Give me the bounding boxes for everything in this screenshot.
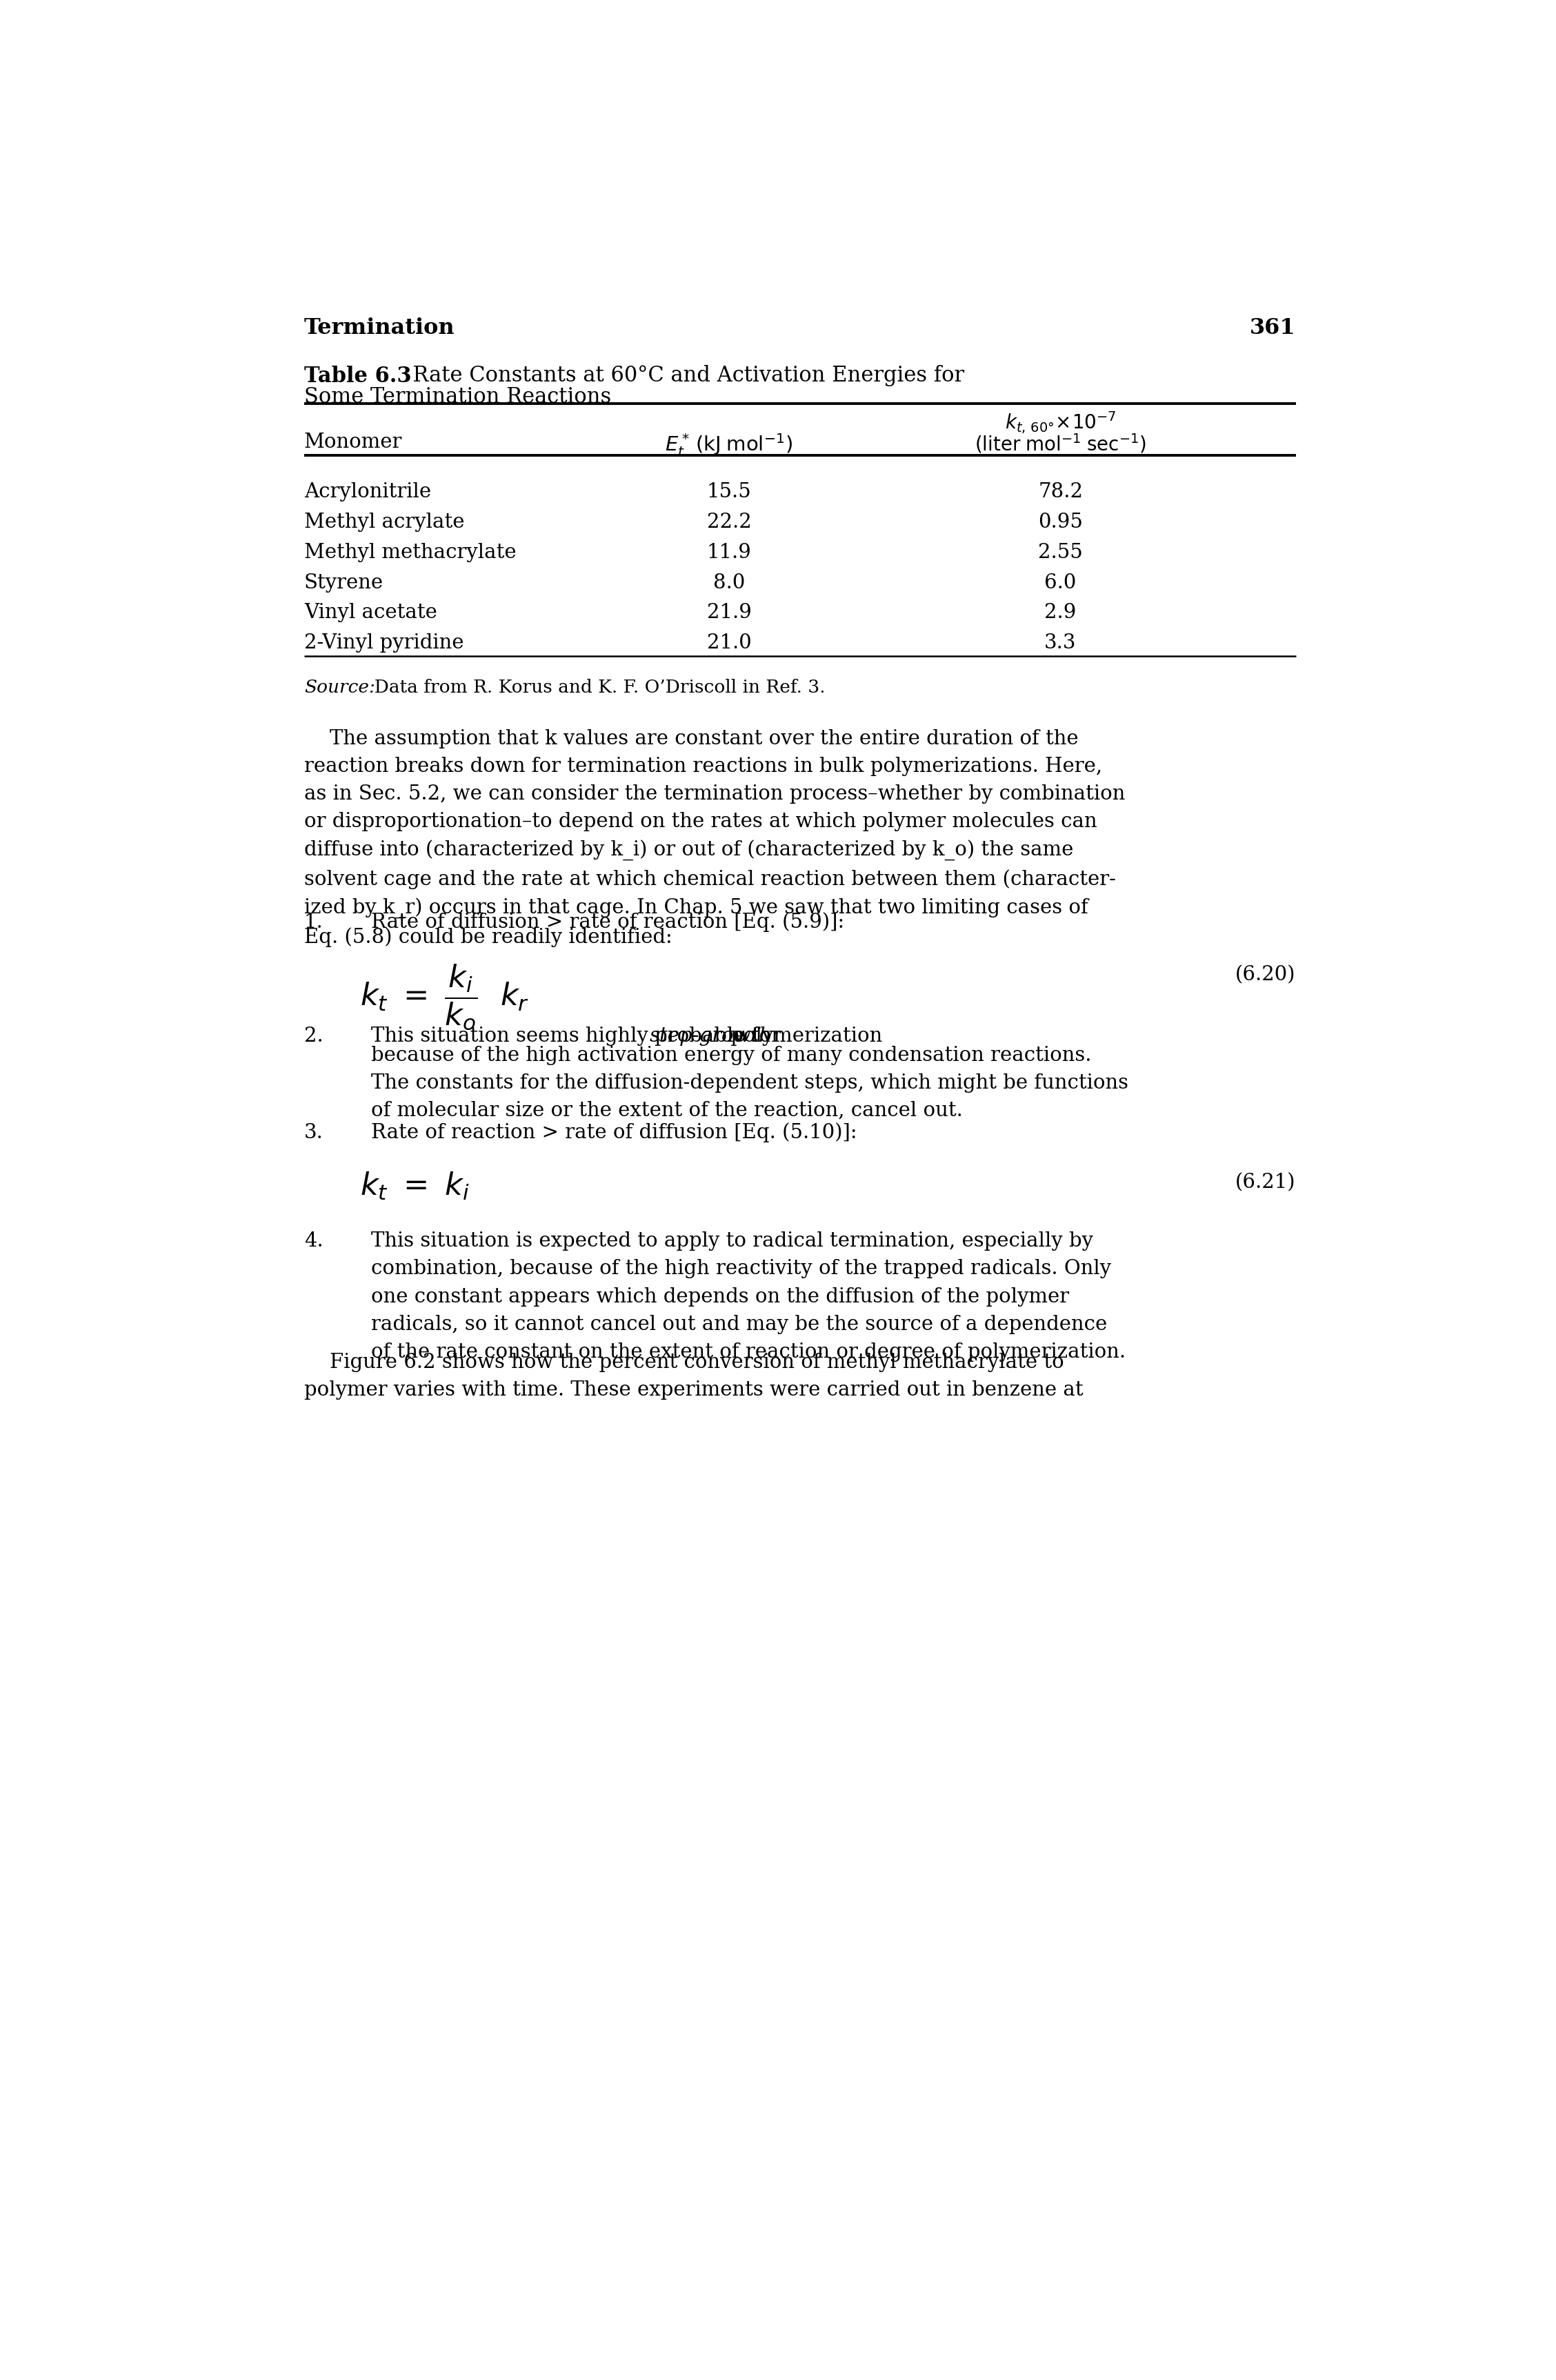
Text: 11.9: 11.9 — [706, 543, 752, 562]
Text: Methyl methacrylate: Methyl methacrylate — [303, 543, 517, 562]
Text: Monomer: Monomer — [303, 433, 403, 452]
Text: $k_{t,\,60°}\!\times\!10^{-7}$: $k_{t,\,60°}\!\times\!10^{-7}$ — [1005, 409, 1116, 436]
Text: The assumption that k values are constant over the entire duration of the
reacti: The assumption that k values are constan… — [303, 728, 1125, 947]
Text: Methyl acrylate: Methyl acrylate — [303, 512, 464, 531]
Text: Termination: Termination — [303, 317, 454, 338]
Text: This situation is expected to apply to radical termination, especially by
combin: This situation is expected to apply to r… — [370, 1230, 1125, 1361]
Text: polymerization: polymerization — [724, 1026, 882, 1045]
Text: Table 6.3: Table 6.3 — [303, 364, 411, 386]
Text: Figure 6.2 shows how the percent conversion of methyl methacrylate to
polymer va: Figure 6.2 shows how the percent convers… — [303, 1352, 1083, 1399]
Text: Vinyl acetate: Vinyl acetate — [303, 602, 437, 624]
Text: 361: 361 — [1249, 317, 1296, 338]
Text: 3.: 3. — [303, 1123, 324, 1142]
Text: 78.2: 78.2 — [1038, 483, 1083, 502]
Text: Rate Constants at 60°C and Activation Energies for: Rate Constants at 60°C and Activation En… — [400, 364, 965, 386]
Text: Data from R. Korus and K. F. O’Driscoll in Ref. 3.: Data from R. Korus and K. F. O’Driscoll … — [363, 678, 825, 695]
Text: $k_t\ =\ k_i$: $k_t\ =\ k_i$ — [359, 1171, 470, 1202]
Text: $k_t\ =\ \dfrac{k_i}{k_o}\ \ k_r$: $k_t\ =\ \dfrac{k_i}{k_o}\ \ k_r$ — [359, 964, 529, 1031]
Text: step-growth: step-growth — [649, 1026, 772, 1045]
Text: (6.20): (6.20) — [1235, 966, 1296, 985]
Text: because of the high activation energy of many condensation reactions.
The consta: because of the high activation energy of… — [370, 1045, 1128, 1121]
Text: Styrene: Styrene — [303, 574, 383, 593]
Text: Rate of diffusion > rate of reaction [Eq. (5.9)]:: Rate of diffusion > rate of reaction [Eq… — [370, 912, 845, 933]
Text: 22.2: 22.2 — [706, 512, 752, 531]
Text: $E_t^*\,\mathrm{(kJ\;mol^{-1})}$: $E_t^*\,\mathrm{(kJ\;mol^{-1})}$ — [666, 433, 794, 459]
Text: 15.5: 15.5 — [706, 483, 752, 502]
Text: (6.21): (6.21) — [1235, 1173, 1296, 1192]
Text: 6.0: 6.0 — [1044, 574, 1077, 593]
Text: $\mathrm{(liter\;mol^{-1}\;sec^{-1})}$: $\mathrm{(liter\;mol^{-1}\;sec^{-1})}$ — [974, 433, 1147, 455]
Text: Source:: Source: — [303, 678, 375, 695]
Text: 3.3: 3.3 — [1044, 633, 1077, 652]
Text: Rate of reaction > rate of diffusion [Eq. (5.10)]:: Rate of reaction > rate of diffusion [Eq… — [370, 1123, 857, 1142]
Text: 0.95: 0.95 — [1038, 512, 1083, 531]
Text: 2.55: 2.55 — [1038, 543, 1083, 562]
Text: 2.: 2. — [303, 1026, 324, 1045]
Text: 21.9: 21.9 — [706, 602, 752, 624]
Text: 21.0: 21.0 — [706, 633, 752, 652]
Text: 2.9: 2.9 — [1044, 602, 1077, 624]
Text: Some Termination Reactions: Some Termination Reactions — [303, 386, 612, 407]
Text: 8.0: 8.0 — [713, 574, 745, 593]
Text: 2-Vinyl pyridine: 2-Vinyl pyridine — [303, 633, 464, 652]
Text: 1.: 1. — [303, 912, 324, 931]
Text: Acrylonitrile: Acrylonitrile — [303, 483, 431, 502]
Text: This situation seems highly probable for: This situation seems highly probable for — [370, 1026, 787, 1045]
Text: 4.: 4. — [303, 1230, 324, 1252]
